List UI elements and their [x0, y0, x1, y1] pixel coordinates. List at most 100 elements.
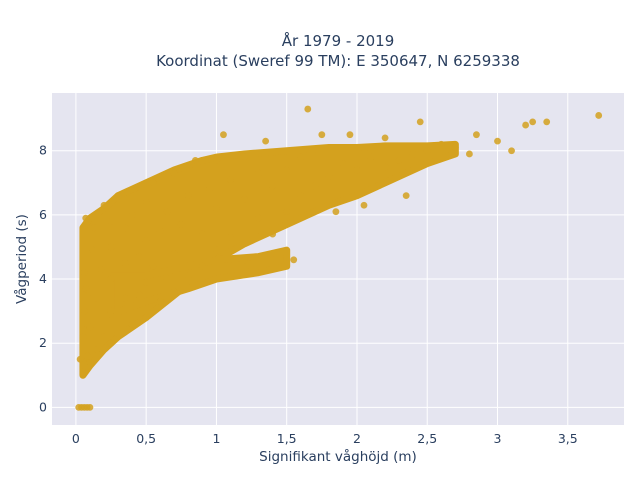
data-point	[241, 153, 248, 161]
data-point	[269, 182, 277, 190]
point-cloud-band	[107, 246, 291, 318]
data-point	[86, 323, 94, 331]
data-point	[283, 208, 291, 216]
data-point	[114, 330, 122, 337]
data-point	[473, 131, 480, 139]
data-point	[76, 355, 84, 363]
data-point	[416, 118, 424, 126]
data-point	[297, 192, 305, 200]
data-point	[367, 153, 375, 161]
data-point	[79, 368, 87, 376]
x-tick-label: 0	[72, 431, 80, 446]
data-point	[163, 208, 171, 216]
data-point	[142, 237, 150, 244]
data-point	[107, 217, 115, 225]
data-point	[86, 403, 94, 411]
data-point	[381, 163, 389, 171]
data-point	[297, 153, 305, 161]
scatter-points	[75, 105, 603, 411]
data-point	[177, 221, 185, 228]
data-point	[198, 262, 206, 270]
data-point	[529, 118, 537, 126]
data-point	[121, 259, 129, 267]
data-point	[213, 205, 220, 212]
y-axis-title: Vågperiod (s)	[13, 214, 30, 304]
data-point	[402, 192, 410, 200]
data-point	[86, 288, 94, 296]
data-point	[170, 288, 178, 296]
data-point	[213, 246, 220, 254]
data-point	[86, 359, 94, 366]
data-point	[184, 272, 192, 280]
data-point	[170, 169, 178, 177]
data-point	[128, 211, 136, 219]
data-point	[283, 166, 291, 174]
y-tick-label: 2	[39, 335, 47, 350]
data-point	[353, 166, 361, 174]
data-point	[332, 208, 340, 216]
x-tick-label: 2	[353, 431, 361, 446]
data-point	[107, 275, 115, 283]
x-tick-label: 1,5	[277, 431, 297, 446]
data-point	[290, 256, 298, 264]
data-point	[83, 352, 91, 360]
data-point	[325, 173, 333, 180]
data-point	[206, 185, 213, 193]
data-point	[241, 256, 248, 264]
y-tick-label: 8	[39, 143, 47, 158]
data-point	[114, 192, 122, 200]
data-point	[107, 243, 115, 251]
data-point	[80, 269, 88, 277]
data-point	[395, 156, 403, 164]
data-point	[213, 156, 220, 164]
data-point	[149, 262, 157, 270]
data-point	[227, 233, 234, 241]
data-point	[423, 147, 431, 155]
data-point	[543, 118, 551, 126]
data-point	[466, 150, 473, 158]
data-point	[149, 179, 157, 187]
data-point	[79, 333, 87, 341]
data-point	[93, 301, 101, 309]
x-tick-label: 3	[494, 431, 502, 446]
data-point	[156, 298, 164, 305]
data-point	[135, 253, 143, 260]
data-point	[241, 195, 248, 203]
data-point	[360, 201, 368, 209]
data-point	[494, 137, 501, 145]
data-point	[191, 156, 199, 164]
data-point	[107, 339, 115, 347]
x-tick-label: 1	[212, 431, 220, 446]
data-point	[595, 112, 603, 119]
x-axis-title: Signifikant våghöjd (m)	[259, 448, 417, 465]
data-point	[227, 176, 234, 184]
y-axis-ticks: 0 2 4 6 8	[39, 143, 47, 415]
x-tick-label: 2,5	[417, 431, 437, 446]
data-point	[255, 169, 262, 177]
data-point	[142, 198, 150, 206]
data-point	[522, 121, 530, 129]
chart-title: År 1979 - 2019	[282, 31, 395, 50]
data-point	[248, 266, 255, 273]
data-point	[184, 192, 192, 200]
data-point	[128, 320, 136, 328]
y-tick-label: 4	[39, 271, 47, 286]
data-point	[311, 182, 319, 190]
data-point	[100, 201, 108, 209]
data-point	[82, 214, 90, 222]
data-point	[142, 278, 150, 286]
data-point	[135, 291, 143, 299]
data-point	[121, 224, 129, 232]
data-point	[269, 230, 277, 238]
data-point	[93, 346, 101, 354]
data-point	[255, 214, 262, 222]
data-point	[262, 137, 270, 145]
y-tick-label: 6	[39, 207, 47, 222]
chart-subtitle: Koordinat (Sweref 99 TM): E 350647, N 62…	[156, 52, 520, 70]
data-point	[381, 134, 389, 142]
data-point	[90, 224, 98, 232]
data-point	[508, 147, 515, 155]
data-point	[170, 249, 178, 257]
x-axis-ticks: 0 0,5 1 1,5 2 2,5 3 3,5	[72, 431, 578, 446]
